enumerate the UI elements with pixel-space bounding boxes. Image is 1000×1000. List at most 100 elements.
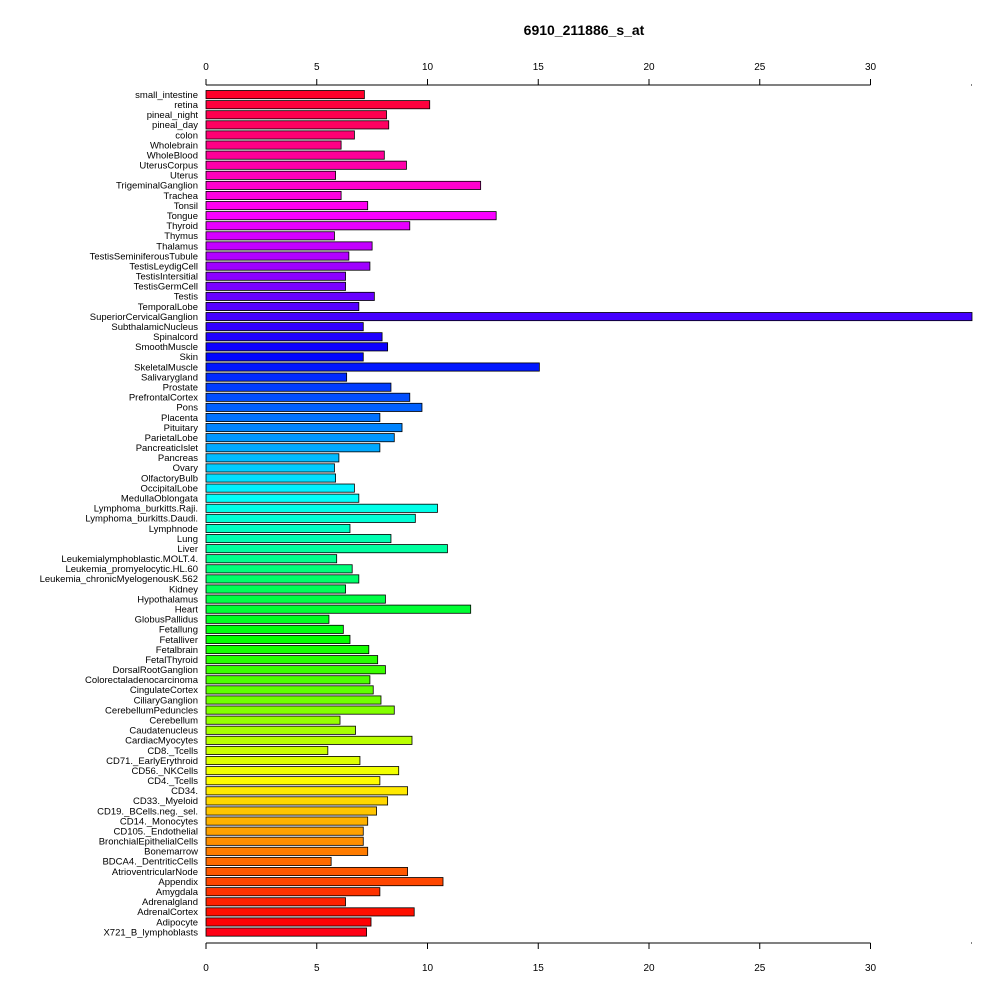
bar-13 [205, 221, 411, 231]
category-label: CD105._Endothelial [113, 826, 198, 837]
category-label: colon [175, 130, 198, 141]
category-label: Leukemialymphoblastic.MOLT.4. [61, 554, 198, 565]
category-label: Skin [180, 352, 198, 363]
bar-72 [205, 816, 369, 826]
category-label: CD19._BCells.neg._sel. [97, 806, 198, 817]
category-label: BDCA4._DentriticCells [102, 857, 198, 868]
category-label: UterusCorpus [139, 161, 198, 172]
bar-5 [205, 140, 342, 150]
bar-58 [205, 675, 371, 685]
bar-51 [205, 604, 472, 614]
bar-81 [205, 907, 415, 917]
category-label: Wholebrain [150, 140, 198, 151]
category-label: Fetallung [159, 625, 198, 636]
category-label: Adrenalgland [142, 897, 198, 908]
bar-47 [205, 564, 353, 574]
bar-78 [205, 877, 444, 887]
bottom-x-tick-label: 30 [865, 963, 877, 974]
category-label: Colorectaladenocarcinoma [85, 675, 199, 686]
bar-20 [205, 291, 375, 301]
bar-70 [205, 796, 389, 806]
category-label: PrefrontalCortex [129, 393, 198, 404]
bar-3 [205, 120, 390, 130]
category-label: X721_B_lymphoblasts [103, 927, 198, 938]
category-label: CD34. [171, 786, 198, 797]
category-label: SubthalamicNucleus [111, 322, 198, 333]
bar-52 [205, 614, 330, 624]
bar-16 [205, 251, 350, 261]
category-label: Lung [177, 534, 198, 545]
bar-49 [205, 584, 346, 594]
category-label: Amygdala [156, 887, 199, 898]
category-label: Fetalliver [159, 635, 198, 646]
category-label: CingulateCortex [130, 685, 198, 696]
category-label: TestisLeydigCell [129, 261, 198, 272]
category-label: Pancreas [158, 453, 198, 464]
bar-22 [205, 312, 973, 322]
category-label: Caudatenucleus [129, 726, 198, 737]
top-x-tick-label: 10 [422, 62, 434, 73]
category-label: Lymphoma_burkitts.Daudi. [85, 514, 198, 525]
category-label: AtrioventricularNode [112, 867, 198, 878]
bar-76 [205, 856, 332, 866]
bar-62 [205, 715, 341, 725]
category-label: CiliaryGanglion [134, 695, 198, 706]
category-label: CD14._Monocytes [120, 816, 198, 827]
bar-75 [205, 846, 369, 856]
bar-21 [205, 301, 360, 311]
bar-39 [205, 483, 355, 493]
category-label: Salivarygland [141, 372, 198, 383]
bar-10 [205, 190, 342, 200]
bar-17 [205, 261, 371, 271]
bar-24 [205, 332, 383, 342]
category-label: CardiacMyocytes [125, 736, 198, 747]
bar-53 [205, 624, 344, 634]
category-labels: small_intestineretinapineal_nightpineal_… [40, 90, 199, 938]
bar-44 [205, 534, 392, 544]
category-label: Hypothalamus [137, 594, 198, 605]
bar-27 [205, 362, 540, 372]
bar-0 [205, 90, 365, 100]
bar-26 [205, 352, 364, 362]
bar-50 [205, 594, 386, 604]
bar-25 [205, 342, 389, 352]
bar-65 [205, 745, 329, 755]
category-label: Thyroid [166, 221, 198, 232]
top-x-tick-label: 0 [203, 62, 209, 73]
category-label: Placenta [161, 413, 199, 424]
category-label: CerebellumPeduncles [105, 705, 198, 716]
bottom-x-tick-label: 5 [314, 963, 320, 974]
bar-30 [205, 392, 411, 402]
bar-37 [205, 463, 335, 473]
bar-77 [205, 867, 408, 877]
bar-38 [205, 473, 336, 483]
bar-15 [205, 241, 373, 251]
bar-8 [205, 170, 336, 180]
category-label: Uterus [170, 171, 198, 182]
category-label: AdrenalCortex [137, 907, 198, 918]
bar-7 [205, 160, 407, 170]
bar-34 [205, 433, 395, 443]
category-label: CD4._Tcells [147, 776, 198, 787]
category-label: Heart [175, 604, 199, 615]
bar-4 [205, 130, 355, 140]
bottom-x-tick-label: 25 [754, 963, 766, 974]
bar-69 [205, 786, 408, 796]
bar-68 [205, 776, 381, 786]
category-label: Kidney [169, 584, 198, 595]
top-x-tick-label: 5 [314, 62, 320, 73]
category-label: Thalamus [156, 241, 198, 252]
category-label: Spinalcord [153, 332, 198, 343]
chart-title: 6910_211886_s_at [524, 22, 645, 38]
category-label: OccipitalLobe [140, 483, 198, 494]
bar-2 [205, 110, 387, 120]
top-x-tick-label: 15 [533, 62, 545, 73]
bar-71 [205, 806, 377, 816]
bar-36 [205, 453, 340, 463]
category-label: CD8._Tcells [147, 746, 198, 757]
bar-29 [205, 382, 392, 392]
bar-32 [205, 412, 381, 422]
bar-61 [205, 705, 395, 715]
category-label: Lymphnode [149, 524, 198, 535]
bar-19 [205, 281, 346, 291]
